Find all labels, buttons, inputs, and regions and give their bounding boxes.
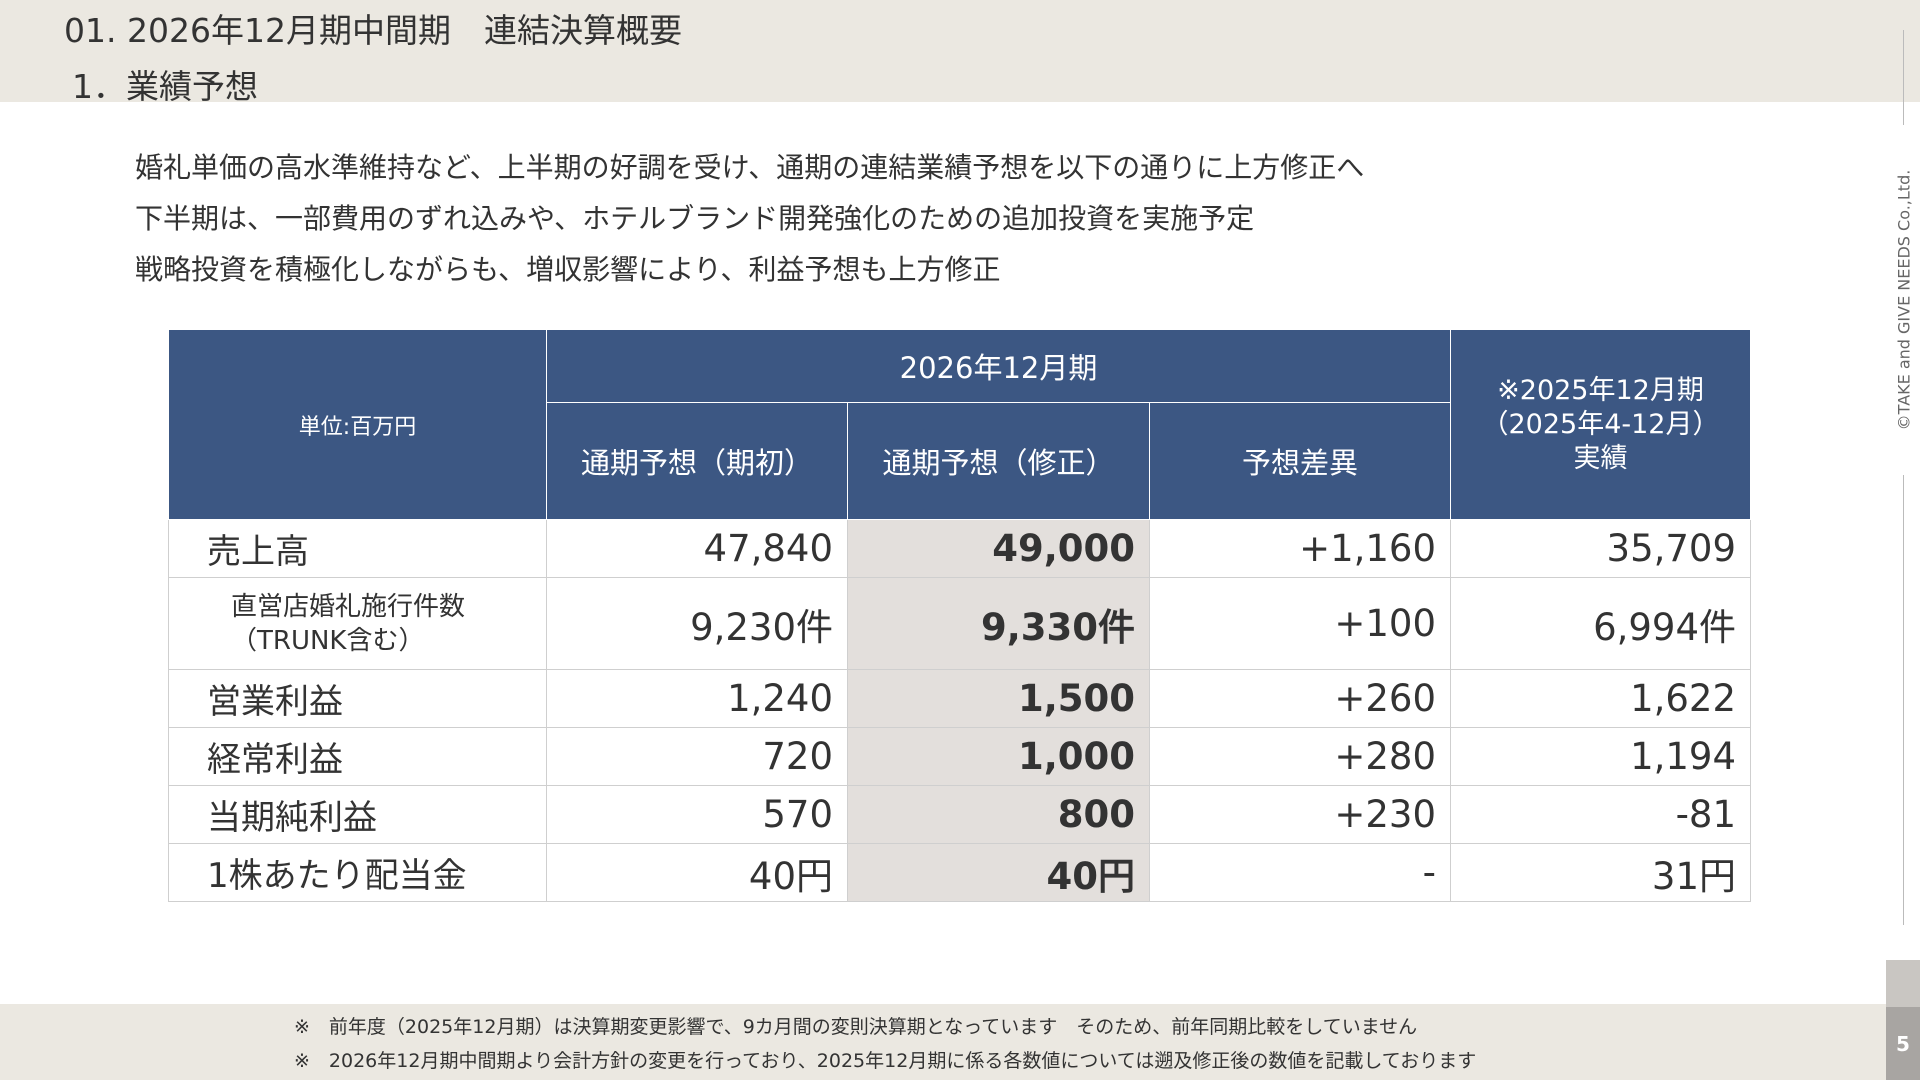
prior-header-line: ※2025年12月期 bbox=[1497, 374, 1704, 406]
cell-value: 1,194 bbox=[1450, 727, 1751, 786]
row-label: 売上高 bbox=[168, 519, 547, 578]
table-row: 経常利益 720 1,000 +280 1,194 bbox=[168, 727, 1751, 786]
cell-value: 570 bbox=[546, 785, 848, 844]
period-header: 2026年12月期 bbox=[546, 329, 1451, 403]
cell-value: +1,160 bbox=[1149, 519, 1451, 578]
cell-value: 31円 bbox=[1450, 843, 1751, 902]
unit-label: 単位:百万円 bbox=[168, 329, 547, 520]
table-row: 当期純利益 570 800 +230 -81 bbox=[168, 785, 1751, 844]
row-label-line: 売上高 bbox=[207, 532, 309, 572]
cell-value: 40円 bbox=[546, 843, 848, 902]
bullet: 下半期は、一部費用のずれ込みや、ホテルブランド開発強化のための追加投資を実施予定 bbox=[135, 202, 1255, 235]
copyright: ©TAKE and GIVE NEEDS Co.,Ltd. bbox=[1894, 169, 1914, 431]
bullet: 戦略投資を積極化しながらも、増収影響により、利益予想も上方修正 bbox=[135, 253, 1001, 286]
table-row: 1株あたり配当金 40円 40円 -31円 bbox=[168, 843, 1751, 902]
cell-value: 800 bbox=[847, 785, 1150, 844]
header-band bbox=[0, 0, 1920, 102]
cell-value: 9,230件 bbox=[546, 577, 848, 670]
cell-value: 49,000 bbox=[847, 519, 1150, 578]
prior-header-line: 実績 bbox=[1573, 442, 1628, 474]
row-label: 直営店婚礼施行件数 （TRUNK含む） bbox=[168, 577, 547, 670]
row-label-line: 営業利益 bbox=[207, 682, 343, 722]
row-label-line: 経常利益 bbox=[207, 740, 343, 780]
cell-value: +260 bbox=[1149, 669, 1451, 728]
column-header: 予想差異 bbox=[1149, 402, 1451, 520]
cell-value: +280 bbox=[1149, 727, 1451, 786]
cell-value: 47,840 bbox=[546, 519, 848, 578]
page-number: 5 bbox=[1886, 1007, 1920, 1080]
row-label-line: （TRUNK含む） bbox=[231, 625, 425, 656]
row-label: 1株あたり配当金 bbox=[168, 843, 547, 902]
forecast-table: 単位:百万円 2026年12月期 ※2025年12月期 （2025年4-12月）… bbox=[168, 329, 1751, 902]
row-label: 経常利益 bbox=[168, 727, 547, 786]
title: 01. 2026年12月期中間期 連結決算概要 bbox=[64, 11, 682, 50]
table-row: 直営店婚礼施行件数 （TRUNK含む） 9,230件 9,330件 +100 6,994件 bbox=[168, 577, 1751, 670]
column-header: 通期予想（修正） bbox=[847, 402, 1150, 520]
cell-value: +100 bbox=[1149, 577, 1451, 670]
prior-header: ※2025年12月期 （2025年4-12月） 実績 bbox=[1450, 329, 1751, 520]
footer-band bbox=[0, 1004, 1920, 1080]
page-tab bbox=[1886, 960, 1920, 1007]
cell-value: -81 bbox=[1450, 785, 1751, 844]
divider bbox=[1903, 30, 1904, 125]
cell-value: 9,330件 bbox=[847, 577, 1150, 670]
row-label: 当期純利益 bbox=[168, 785, 547, 844]
cell-value: +230 bbox=[1149, 785, 1451, 844]
bullet: 婚礼単価の高水準維持など、上半期の好調を受け、通期の連結業績予想を以下の通りに上… bbox=[135, 151, 1365, 184]
cell-value: 1,000 bbox=[847, 727, 1150, 786]
cell-value: 1,622 bbox=[1450, 669, 1751, 728]
divider bbox=[1903, 475, 1904, 925]
row-label-line: 直営店婚礼施行件数 bbox=[231, 591, 466, 622]
cell-value: 6,994件 bbox=[1450, 577, 1751, 670]
prior-header-line: （2025年4-12月） bbox=[1481, 408, 1720, 440]
cell-value: - bbox=[1149, 843, 1451, 902]
table-row: 営業利益 1,240 1,500 +260 1,622 bbox=[168, 669, 1751, 728]
row-label-line: 1株あたり配当金 bbox=[207, 856, 467, 896]
row-label: 営業利益 bbox=[168, 669, 547, 728]
footer-note: ※ 前年度（2025年12月期）は決算期変更影響で、9カ月間の変則決算期となって… bbox=[294, 1016, 1418, 1038]
footer-note: ※ 2026年12月期中間期より会計方針の変更を行っており、2025年12月期に… bbox=[294, 1050, 1477, 1072]
row-label-line: 当期純利益 bbox=[207, 798, 377, 838]
cell-value: 35,709 bbox=[1450, 519, 1751, 578]
table-row: 売上高 47,840 49,000 +1,160 35,709 bbox=[168, 519, 1751, 578]
cell-value: 1,500 bbox=[847, 669, 1150, 728]
cell-value: 40円 bbox=[847, 843, 1150, 902]
cell-value: 720 bbox=[546, 727, 848, 786]
subtitle: 1．業績予想 bbox=[72, 67, 258, 106]
cell-value: 1,240 bbox=[546, 669, 848, 728]
column-header: 通期予想（期初） bbox=[546, 402, 848, 520]
